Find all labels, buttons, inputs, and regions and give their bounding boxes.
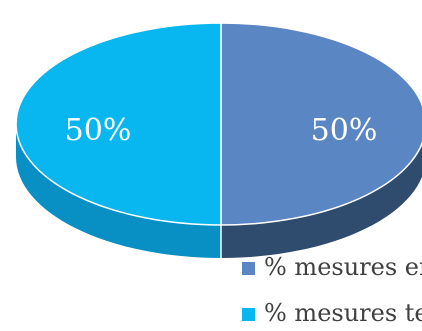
slice-terminees-data-label: 50%: [65, 113, 132, 148]
slice-terminees: [15, 22, 222, 226]
slice-en-cours-side: [221, 143, 422, 258]
slice-en-cours-data-label: 50%: [311, 113, 378, 148]
slice-en-cours: [220, 22, 422, 226]
slice-terminees-side: [16, 124, 221, 258]
